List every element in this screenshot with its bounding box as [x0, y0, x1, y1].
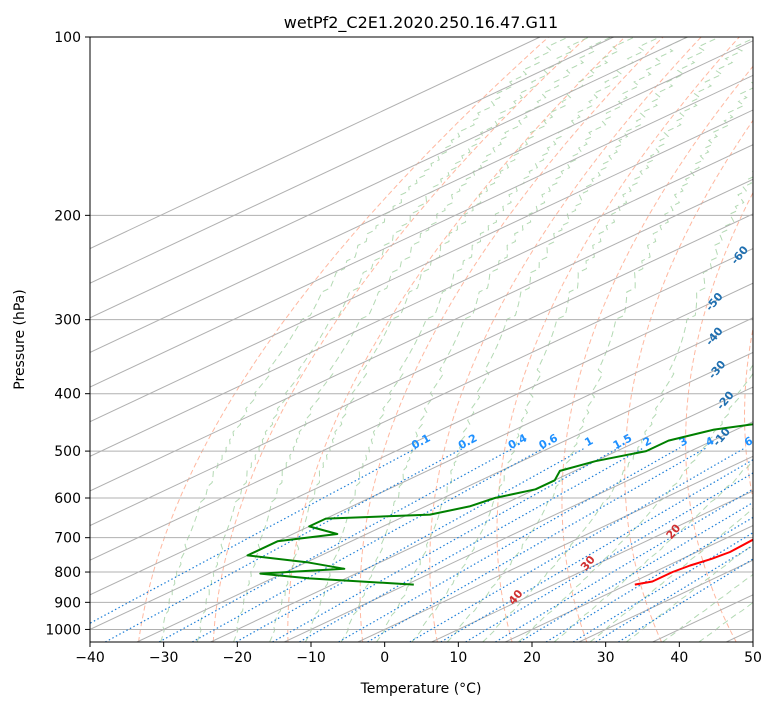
x-tick-label: 10 [449, 650, 467, 666]
x-tick-label: −30 [149, 650, 179, 666]
x-tick-label: 40 [670, 650, 688, 666]
moist-adiabat-label: 10 [755, 494, 775, 514]
y-tick-label: 800 [54, 565, 81, 581]
y-tick-label: 500 [54, 444, 81, 460]
y-tick-label: 1000 [45, 622, 81, 638]
y-tick-label: 700 [54, 531, 81, 547]
y-tick-label: 100 [54, 30, 81, 46]
y-axis-title: Pressure (hPa) [12, 289, 28, 389]
y-tick-label: 400 [54, 387, 81, 403]
y-tick-label: 200 [54, 208, 81, 224]
x-tick-label: 30 [597, 650, 615, 666]
x-tick-label: −10 [296, 650, 326, 666]
x-tick-label: −20 [223, 650, 253, 666]
x-tick-label: 50 [744, 650, 762, 666]
x-tick-label: 20 [523, 650, 541, 666]
chart-title: wetPf2_C2E1.2020.250.16.47.G11 [284, 13, 558, 33]
x-tick-label: −40 [75, 650, 105, 666]
y-tick-label: 900 [54, 595, 81, 611]
mixing-ratio-label: 8 [771, 434, 775, 449]
y-tick-label: 300 [54, 313, 81, 329]
dry-adiabat-label: -70 [764, 192, 775, 216]
y-tick-label: 600 [54, 491, 81, 507]
x-axis-title: Temperature (°C) [360, 681, 482, 697]
x-tick-label: 0 [380, 650, 389, 666]
